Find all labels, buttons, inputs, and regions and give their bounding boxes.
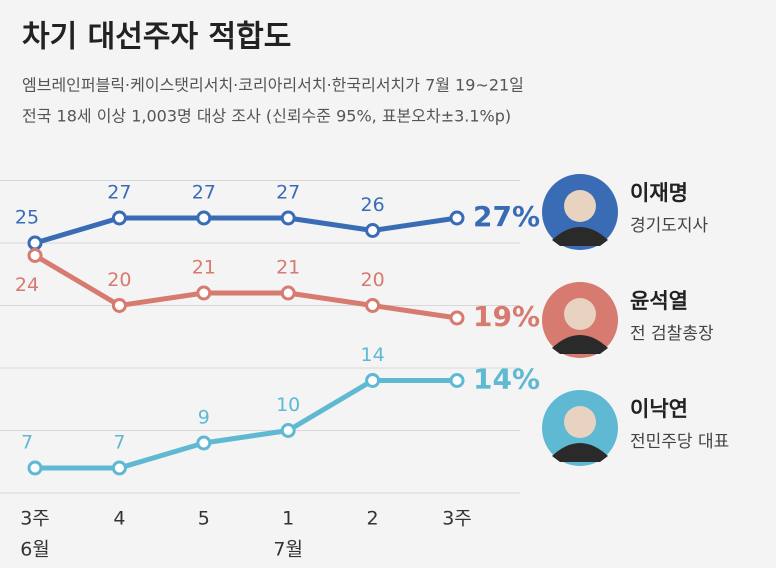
avatar-face bbox=[564, 298, 596, 330]
avatar-body bbox=[552, 227, 608, 246]
point bbox=[196, 210, 212, 226]
x-tick-label: 5 bbox=[198, 508, 210, 530]
x-tick-label: 2 bbox=[367, 508, 379, 530]
series-line bbox=[33, 253, 458, 321]
point bbox=[449, 210, 465, 226]
legend-name: 이낙연 bbox=[630, 397, 688, 421]
x-tick-label: 4 bbox=[113, 508, 125, 530]
x-tick-label: 1 bbox=[282, 508, 294, 530]
point bbox=[196, 435, 212, 451]
legend-name: 이재명 bbox=[630, 181, 688, 205]
value-label: 21 bbox=[192, 257, 216, 279]
avatar-body bbox=[552, 335, 608, 354]
month-label: 6월 bbox=[20, 539, 50, 561]
point bbox=[280, 285, 296, 301]
legend-desc: 경기도지사 bbox=[630, 216, 709, 236]
point bbox=[27, 235, 43, 251]
avatar-face bbox=[564, 406, 596, 438]
point bbox=[280, 423, 296, 438]
value-label: 7 bbox=[113, 432, 125, 454]
value-label: 14 bbox=[361, 344, 385, 366]
value-label: 7 bbox=[21, 432, 33, 454]
legend-name: 윤석열 bbox=[630, 289, 688, 313]
value-label: 10 bbox=[276, 394, 300, 416]
value-label: 21 bbox=[276, 257, 300, 279]
x-tick-label: 3주 bbox=[20, 508, 50, 530]
point bbox=[111, 460, 127, 476]
value-label: 9 bbox=[198, 407, 210, 429]
x-tick-label: 3주 bbox=[442, 508, 472, 530]
end-label: 19% bbox=[473, 300, 540, 333]
point bbox=[27, 248, 43, 263]
point bbox=[27, 460, 43, 476]
end-label: 14% bbox=[473, 363, 540, 396]
point bbox=[449, 310, 465, 326]
avatar-body bbox=[552, 443, 608, 462]
month-label: 7월 bbox=[273, 539, 303, 561]
point bbox=[280, 210, 296, 226]
series-line bbox=[35, 378, 457, 471]
value-label: 20 bbox=[107, 269, 131, 291]
value-label: 24 bbox=[15, 274, 39, 296]
point bbox=[111, 210, 127, 226]
value-label: 25 bbox=[15, 207, 39, 229]
legend-desc: 전민주당 대표 bbox=[630, 432, 729, 452]
end-label: 27% bbox=[473, 200, 540, 233]
point bbox=[365, 298, 381, 313]
subtitle: 엠브레인퍼블릭·케이스탯리서치·코리아리서치·한국리서치가 7월 19~21일 bbox=[22, 76, 524, 95]
legend-desc: 전 검찰총장 bbox=[630, 324, 714, 344]
chart-title: 차기 대선주자 적합도 bbox=[22, 20, 291, 55]
value-label: 20 bbox=[361, 269, 385, 291]
value-label: 27 bbox=[192, 182, 216, 204]
subtitle: 전국 18세 이상 1,003명 대상 조사 (신뢰수준 95%, 표본오차±3… bbox=[22, 107, 511, 126]
point bbox=[365, 223, 381, 238]
value-label: 26 bbox=[361, 194, 385, 216]
value-label: 27 bbox=[107, 182, 131, 204]
value-label: 27 bbox=[276, 182, 300, 204]
point bbox=[111, 298, 127, 313]
point bbox=[449, 373, 465, 388]
avatar-face bbox=[564, 190, 596, 222]
point bbox=[365, 373, 381, 388]
point bbox=[196, 285, 212, 301]
series-line bbox=[34, 215, 458, 246]
